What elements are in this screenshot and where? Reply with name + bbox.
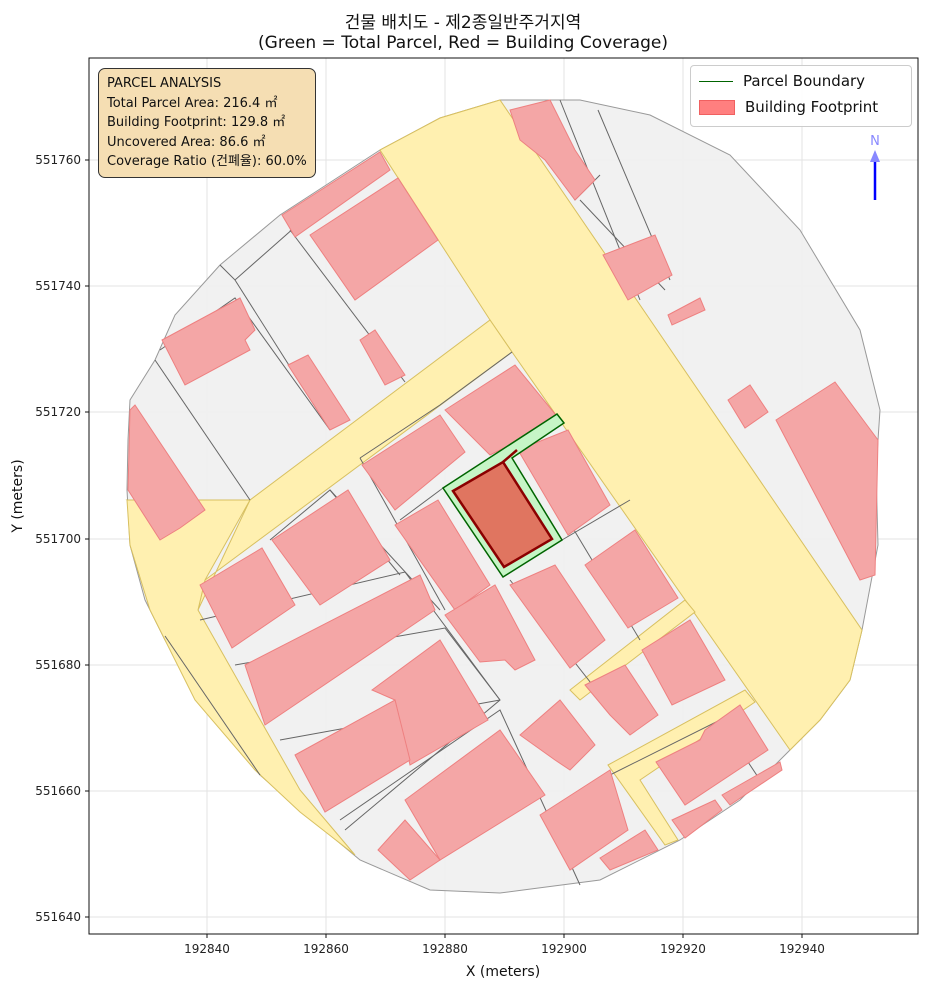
- x-axis: 192840 192860 192880 192900 192920 19294…: [184, 934, 825, 980]
- building: [602, 234, 673, 301]
- building: [161, 297, 256, 386]
- y-tick-label: 551700: [35, 532, 81, 546]
- building: [509, 99, 596, 201]
- building: [509, 564, 606, 669]
- legend-item-parcel-boundary: Parcel Boundary: [699, 72, 865, 90]
- building: [199, 547, 296, 649]
- building: [244, 574, 436, 726]
- y-tick-label: 551740: [35, 279, 81, 293]
- building: [584, 664, 659, 736]
- x-tick-label: 192860: [303, 942, 349, 956]
- building: [271, 489, 391, 606]
- y-tick-label: 551660: [35, 784, 81, 798]
- building: [517, 429, 611, 536]
- building: [599, 829, 659, 871]
- subject-building: [451, 460, 554, 569]
- legend: Parcel Boundary Building Footprint: [690, 65, 912, 127]
- building: [667, 297, 706, 326]
- x-axis-label: X (meters): [466, 964, 540, 980]
- building: [127, 404, 206, 541]
- y-tick-label: 551640: [35, 910, 81, 924]
- info-uncovered: Uncovered Area: 86.6 ㎡: [107, 134, 266, 150]
- building: [655, 704, 769, 806]
- axes-frame: [88, 57, 919, 935]
- info-total-area: Total Parcel Area: 216.4 ㎡: [107, 95, 278, 111]
- roads: [125, 99, 863, 856]
- building: [727, 384, 769, 429]
- parcel-analysis-box: PARCEL ANALYSIS Total Parcel Area: 216.4…: [98, 68, 316, 178]
- road-lower-1: [569, 599, 696, 701]
- north-label: N: [870, 134, 880, 149]
- y-axis: 551640 551660 551680 551700 551720 55174…: [10, 153, 89, 924]
- x-tick-label: 192940: [779, 942, 825, 956]
- building: [721, 761, 783, 806]
- building: [294, 699, 411, 813]
- x-tick-label: 192840: [184, 942, 230, 956]
- building: [539, 769, 629, 871]
- building: [519, 699, 596, 771]
- road-lower-2: [607, 689, 756, 846]
- building: [287, 354, 351, 431]
- building: [309, 177, 439, 301]
- x-tick-label: 192900: [541, 942, 587, 956]
- building: [377, 819, 441, 881]
- north-arrow-icon: N: [870, 134, 880, 200]
- legend-item-building-footprint: Building Footprint: [699, 98, 878, 116]
- building: [371, 639, 489, 766]
- info-heading: PARCEL ANALYSIS: [107, 76, 222, 91]
- y-tick-label: 551680: [35, 658, 81, 672]
- building: [361, 414, 466, 511]
- building: [775, 381, 879, 581]
- y-tick-label: 551720: [35, 405, 81, 419]
- patch-swatch-icon: [699, 99, 735, 115]
- x-tick-label: 192880: [422, 942, 468, 956]
- info-footprint: Building Footprint: 129.8 ㎡: [107, 115, 286, 130]
- building: [641, 619, 726, 706]
- info-coverage-ratio: Coverage Ratio (건폐율): 60.0%: [107, 154, 307, 169]
- x-tick-label: 192920: [660, 942, 706, 956]
- building: [584, 529, 679, 629]
- legend-label: Building Footprint: [745, 98, 879, 116]
- building-footprints: [127, 99, 879, 881]
- building: [671, 799, 723, 839]
- y-tick-label: 551760: [35, 153, 81, 167]
- title-line-2: (Green = Total Parcel, Red = Building Co…: [258, 33, 668, 53]
- subject-building-spur: [502, 449, 518, 463]
- title-line-1: 건물 배치도 - 제2종일반주거지역: [344, 13, 582, 33]
- road-ring: [126, 499, 356, 856]
- building: [444, 584, 536, 671]
- line-swatch-icon: [699, 80, 733, 82]
- building: [404, 729, 546, 861]
- building: [394, 499, 491, 611]
- building: [359, 329, 406, 386]
- legend-label: Parcel Boundary: [743, 72, 866, 90]
- building: [281, 151, 391, 238]
- y-axis-label: Y (meters): [10, 459, 26, 533]
